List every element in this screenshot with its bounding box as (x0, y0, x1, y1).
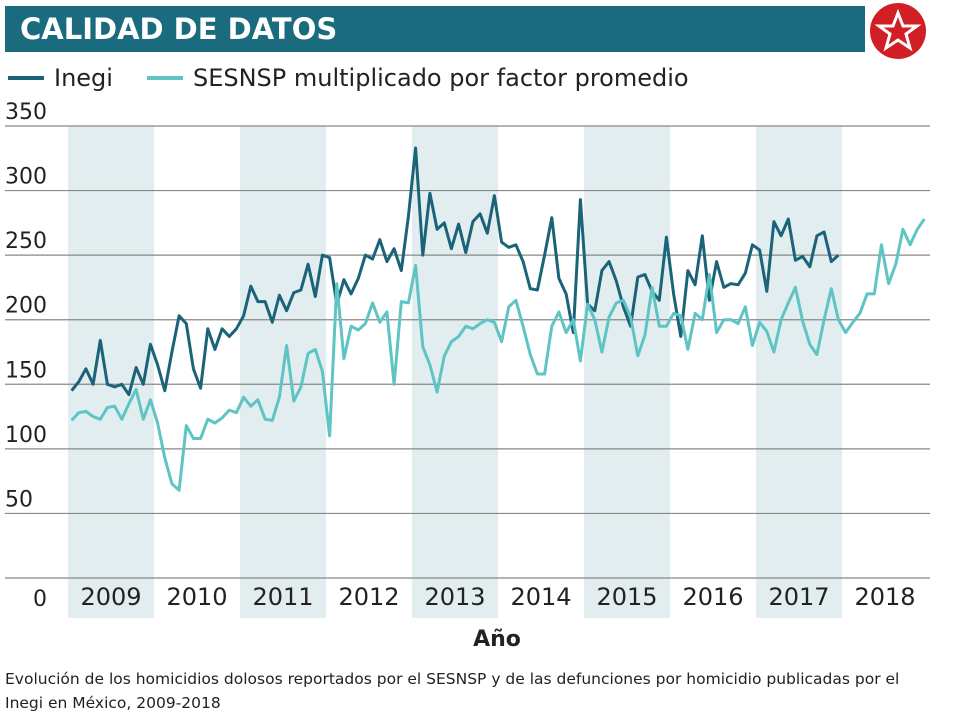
legend: Inegi SESNSP multiplicado por factor prom… (8, 64, 689, 92)
x-tick-label: 2017 (768, 583, 829, 611)
y-tick-label: 200 (5, 294, 47, 319)
y-tick-label: 350 (5, 100, 47, 125)
x-tick-label: 2018 (854, 583, 915, 611)
x-tick-label: 2015 (596, 583, 657, 611)
legend-label: SESNSP multiplicado por factor promedio (193, 64, 689, 92)
y-tick-label: 50 (5, 487, 33, 512)
legend-label: Inegi (54, 64, 113, 92)
chart-title: CALIDAD DE DATOS (20, 12, 337, 46)
chart: CALIDAD DE DATOS Inegi SESNSP multiplicad… (5, 3, 930, 652)
x-axis-title: Año (473, 627, 521, 652)
x-tick-label: 2011 (252, 583, 313, 611)
year-band (756, 126, 842, 618)
year-band (68, 126, 154, 618)
y-tick-label: 300 (5, 165, 47, 190)
x-tick-label: 2013 (424, 583, 485, 611)
year-band (584, 126, 670, 618)
year-band (412, 126, 498, 618)
y-tick-label: 100 (5, 423, 47, 448)
y-tick-label: 250 (5, 229, 47, 254)
plot: 2009 2010 2011 2012 2013 2014 2015 2016 2017 2018… (5, 100, 930, 618)
icon-star (874, 8, 922, 52)
x-tick-label: 2009 (80, 583, 141, 611)
series-line (70, 218, 926, 492)
x-tick-label: 2010 (166, 583, 227, 611)
x-tick-label: 2014 (510, 583, 571, 611)
title-bar (5, 6, 865, 52)
y-tick-label: 150 (5, 358, 47, 383)
icon (870, 3, 926, 59)
y-tick-label: 0 (33, 587, 47, 612)
caption: Evolución de los homicidios dolosos repo… (5, 670, 900, 712)
x-tick-label: 2012 (338, 583, 399, 611)
x-tick-label: 2016 (682, 583, 743, 611)
